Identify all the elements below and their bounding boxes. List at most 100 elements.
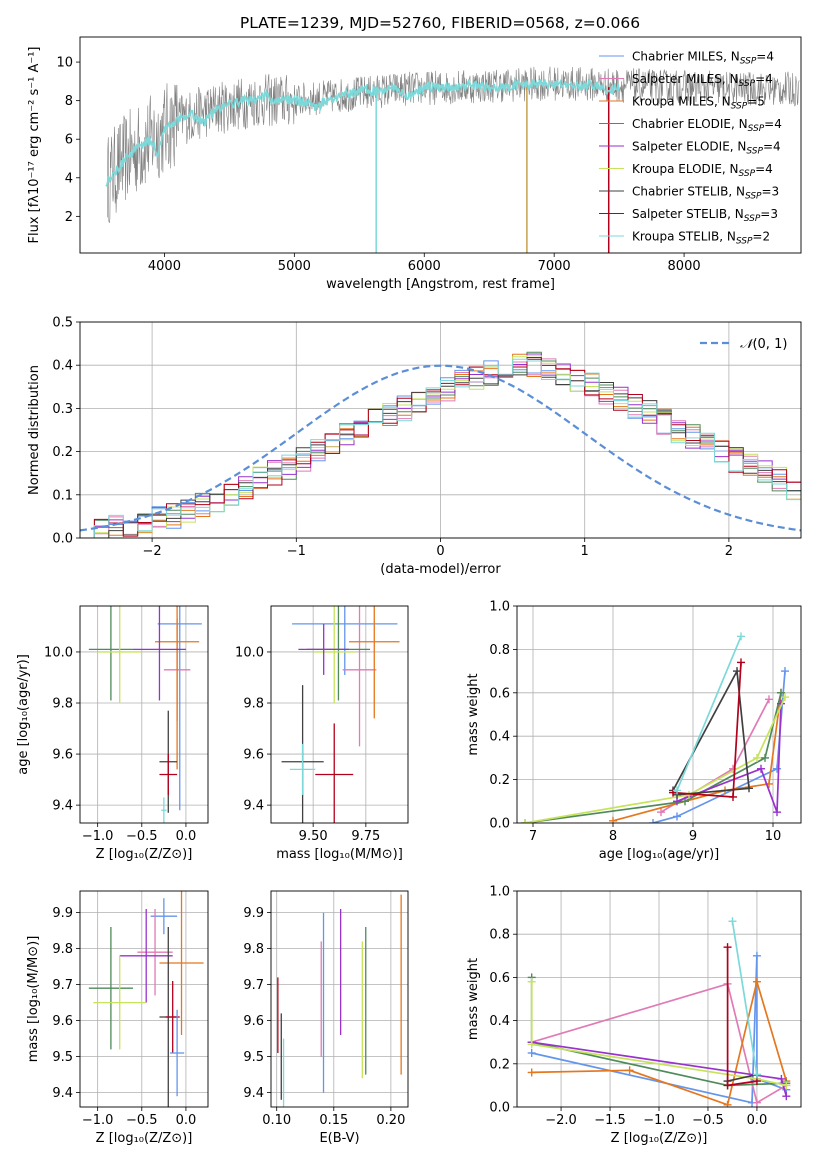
plot-area	[271, 891, 408, 1107]
legend-subscript: SSP	[748, 124, 765, 134]
y-tick-label: 0.2	[489, 1057, 510, 1072]
observed-spectrum	[107, 66, 800, 223]
legend-text: Salpeter MILES, N	[632, 72, 739, 86]
y-tick-label: 9.4	[243, 799, 264, 814]
legend-subscript: SSP	[731, 102, 748, 112]
y-tick-label: 9.5	[52, 1050, 73, 1065]
legend-args: (0, 1)	[752, 337, 787, 352]
x-tick-label: −1.5	[594, 1113, 626, 1128]
y-tick-label: 8	[65, 94, 73, 109]
axes-frame	[79, 890, 209, 1108]
x-tick-label: 0.0	[176, 1113, 197, 1128]
y-tick-label: 9.8	[52, 942, 73, 957]
x-tick-label: −0.5	[126, 829, 158, 844]
plot-area	[80, 322, 801, 538]
legend-text: Chabrier MILES, N	[632, 50, 740, 64]
y-tick-label: 1.0	[489, 600, 510, 615]
x-tick-label: 0.0	[176, 829, 197, 844]
y-tick-label: 0.8	[489, 928, 510, 943]
axes-frame	[270, 890, 409, 1108]
x-axis-label: Z [log₁₀(Z/Z⊙)]	[611, 1131, 708, 1146]
weight-series	[524, 696, 786, 823]
y-tick-label: 0.8	[489, 643, 510, 658]
plot-area	[517, 891, 801, 1107]
panel-age_vs_Z: −1.0 −0.5 0.0 9.4 9.6 9.8 10.0 Z [log₁₀(Z/Z⊙)] a…	[16, 605, 209, 862]
histogram-series	[80, 358, 801, 538]
x-tick-label: −1	[287, 544, 306, 559]
y-tick-label: 0.2	[52, 445, 73, 460]
legend-text: Chabrier ELODIE, N	[632, 117, 748, 131]
legend-label: 𝒩(0, 1)	[740, 337, 787, 352]
y-tick-label: 10	[56, 56, 73, 71]
y-axis-label: Flux [fλ10⁻¹⁷ erg cm⁻² s⁻¹ A⁻¹]	[27, 47, 42, 244]
y-tick-label: 0.0	[489, 1101, 510, 1116]
x-tick-label: −1.0	[82, 1113, 114, 1128]
legend-tail: =4	[756, 50, 774, 64]
legend-tail: =4	[755, 162, 773, 176]
y-tick-label: 0.6	[489, 971, 510, 986]
y-tick-label: 9.6	[243, 1014, 264, 1029]
x-tick-label: 7	[529, 829, 537, 844]
panel-mass_vs_EBV: 0.10 0.15 0.20 9.4 9.5 9.6 9.7 9.8 9.9 E(B-V)	[243, 890, 409, 1146]
x-tick-label: 9.75	[351, 829, 380, 844]
panel-mass_vs_Z: −1.0 −0.5 0.0 9.4 9.5 9.6 9.7 9.8 9.9 Z [log₁₀(Z/…	[26, 890, 209, 1146]
weight-series	[612, 692, 782, 822]
legend-label: Chabrier STELIB, NSSP=3	[632, 185, 779, 202]
weight-series	[652, 671, 786, 823]
y-axis-label: mass weight	[466, 673, 481, 755]
y-tick-label: 9.9	[52, 906, 73, 921]
legend-subscript: SSP	[739, 79, 756, 89]
histogram-series	[80, 358, 801, 538]
weight-series	[676, 703, 782, 813]
model-spectrum	[105, 77, 620, 187]
y-tick-label: 6	[65, 133, 73, 148]
y-tick-label: 10.0	[235, 645, 264, 660]
y-axis-label: age [log₁₀(age/yr)]	[16, 654, 31, 775]
legend-text: Salpeter STELIB, N	[632, 207, 744, 221]
y-tick-label: 9.8	[243, 697, 264, 712]
x-axis-label: Z [log₁₀(Z/Z⊙)]	[96, 847, 193, 862]
x-tick-label: −2	[143, 544, 162, 559]
y-tick-label: 9.5	[243, 1050, 264, 1065]
legend-tail: =4	[755, 72, 773, 86]
legend-text: Kroupa MILES, N	[632, 95, 731, 109]
panel-massweight_vs_Z: −2.0 −1.5 −1.0 −0.5 0.0 0.0 0.2 0.4 0.6 0.8 1.0 Z […	[466, 885, 802, 1146]
y-tick-label: 9.4	[52, 1086, 73, 1101]
plot-area	[105, 66, 800, 253]
legend-tail: =3	[762, 185, 780, 199]
y-tick-label: 9.7	[243, 978, 264, 993]
legend-label: Kroupa ELODIE, NSSP=4	[632, 162, 773, 179]
axes-frame	[79, 36, 802, 254]
legend-tail: =5	[747, 95, 765, 109]
legend-label: Salpeter ELODIE, NSSP=4	[632, 140, 781, 157]
axes-frame	[516, 605, 802, 824]
x-tick-label: −2.0	[545, 1113, 577, 1128]
y-tick-label: 9.9	[243, 906, 264, 921]
x-tick-label: 0	[436, 544, 444, 559]
legend-tail: =2	[752, 230, 770, 244]
y-tick-label: 9.8	[243, 942, 264, 957]
x-axis-label: age [log₁₀(age/yr)]	[599, 847, 720, 862]
legend-text: Kroupa STELIB, N	[632, 230, 736, 244]
x-tick-label: 2	[725, 544, 733, 559]
y-tick-label: 1.0	[489, 885, 510, 900]
y-tick-label: 9.8	[52, 697, 73, 712]
y-tick-label: 10.0	[44, 645, 73, 660]
weight-series	[731, 921, 758, 1075]
x-tick-label: 6000	[408, 259, 441, 274]
x-tick-label: 0.0	[747, 1113, 768, 1128]
y-tick-label: 4	[65, 171, 73, 186]
y-tick-label: 0.3	[52, 402, 73, 417]
y-axis-label: mass weight	[466, 958, 481, 1040]
legend-tail: =3	[760, 207, 778, 221]
weight-series	[672, 668, 750, 796]
legend-subscript: SSP	[745, 192, 762, 202]
y-axis-label: mass [log₁₀(M/M⊙)]	[26, 936, 41, 1063]
plot-area	[517, 606, 801, 823]
x-tick-label: 8	[609, 829, 617, 844]
x-tick-label: 5000	[278, 259, 311, 274]
x-axis-label: mass [log₁₀(M/M⊙)]	[276, 847, 403, 862]
x-tick-label: 9.50	[299, 829, 328, 844]
y-tick-label: 0.4	[52, 359, 73, 374]
